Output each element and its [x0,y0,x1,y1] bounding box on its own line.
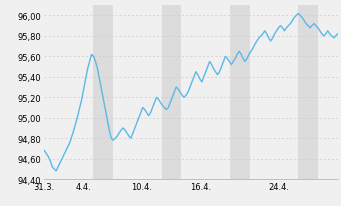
Bar [298,6,318,179]
Bar [162,6,181,179]
Bar [93,6,113,179]
Bar [230,6,250,179]
